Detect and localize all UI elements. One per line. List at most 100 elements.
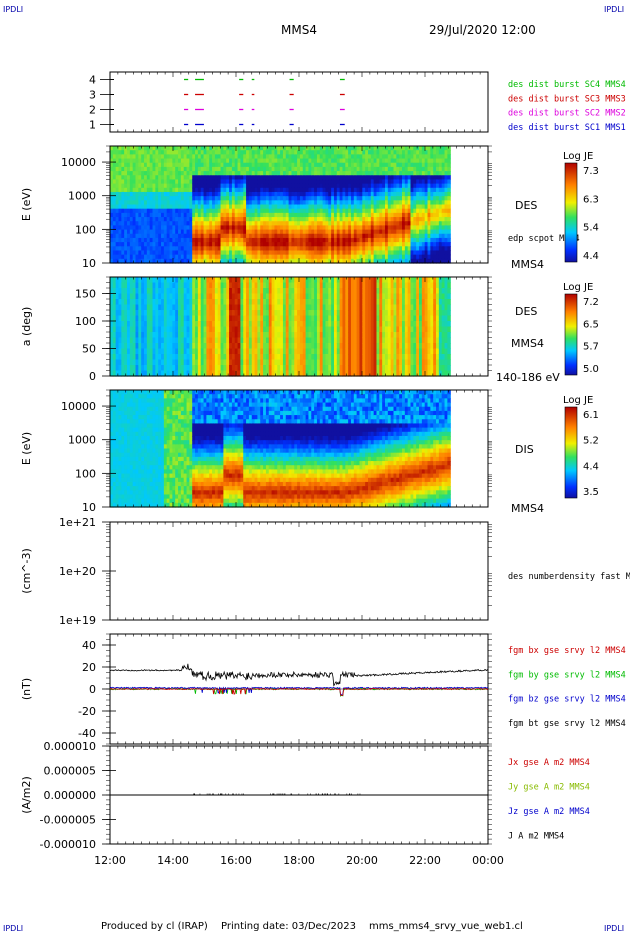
des-pitch-cell xyxy=(305,315,310,322)
des-energy-cell xyxy=(348,217,352,222)
des-pitch-cell xyxy=(146,354,151,361)
des-energy-cell xyxy=(231,150,236,155)
des-energy-cell xyxy=(353,187,358,193)
des-energy-cell xyxy=(229,258,233,264)
des-pitch-cell xyxy=(243,332,247,339)
des-energy-cell xyxy=(325,187,329,193)
des-energy-cell xyxy=(433,183,437,189)
des-energy-cell xyxy=(407,191,412,197)
des-energy-cell xyxy=(180,171,185,176)
des-energy-cell xyxy=(166,158,171,164)
des-energy-cell xyxy=(316,191,321,197)
des-energy-cell xyxy=(314,166,318,172)
des-energy-cell xyxy=(155,217,159,222)
des-energy-cell xyxy=(206,154,210,160)
des-pitch-cell xyxy=(166,337,171,344)
des-energy-cell xyxy=(421,258,426,264)
des-energy-cell xyxy=(297,154,301,160)
des-pitch-cell xyxy=(127,299,131,306)
des-pitch-cell xyxy=(302,315,307,322)
des-energy-cell xyxy=(370,146,375,151)
des-energy-cell xyxy=(277,191,281,197)
des-energy-cell xyxy=(121,204,125,210)
des-energy-cell xyxy=(214,183,219,189)
des-pitch-cell xyxy=(195,304,199,311)
des-energy-cell xyxy=(441,154,446,160)
des-pitch-cell xyxy=(294,326,298,333)
des-energy-cell xyxy=(274,146,278,151)
des-energy-cell xyxy=(404,242,409,247)
des-pitch-cell xyxy=(251,304,256,311)
des-energy-cell xyxy=(237,233,242,239)
des-pitch-cell xyxy=(311,293,315,300)
des-energy-cell xyxy=(268,233,273,239)
des-pitch-cell xyxy=(263,321,267,328)
des-energy-cell xyxy=(254,171,259,176)
des-energy-cell xyxy=(231,171,236,176)
des-energy-cell xyxy=(447,233,451,239)
des-pitch-cell xyxy=(129,343,134,350)
des-pitch-cell xyxy=(299,310,304,317)
des-energy-cell xyxy=(248,179,253,185)
des-energy-cell xyxy=(206,200,210,206)
des-energy-cell xyxy=(336,200,341,206)
des-energy-cell xyxy=(166,221,171,226)
des-energy-cell xyxy=(246,191,250,197)
des-energy-cell xyxy=(282,166,287,172)
des-energy-cell xyxy=(209,204,213,210)
des-energy-cell xyxy=(379,154,383,160)
des-pitch-cell xyxy=(121,315,125,322)
des-pitch-cell xyxy=(308,293,312,300)
des-energy-cell xyxy=(178,196,182,201)
des-energy-cell xyxy=(311,175,315,181)
des-pitch-cell xyxy=(229,288,233,295)
des-energy-cell xyxy=(433,191,437,197)
des-energy-cell xyxy=(166,183,171,189)
des-energy-cell xyxy=(441,179,446,185)
des-energy-cell xyxy=(441,221,446,226)
des-pitch-cell xyxy=(302,370,307,377)
des-energy-cell xyxy=(243,187,247,193)
des-pitch-cell xyxy=(183,299,188,306)
des-pitch-cell xyxy=(305,326,310,333)
des-energy-cell xyxy=(299,146,304,151)
des-energy-cell xyxy=(305,187,310,193)
des-pitch-cell xyxy=(302,293,307,300)
des-energy-cell xyxy=(348,233,352,239)
des-energy-cell xyxy=(246,175,250,181)
des-energy-cell xyxy=(195,200,199,206)
des-energy-cell xyxy=(387,208,392,214)
des-pitch-cell xyxy=(308,343,312,350)
des-pitch-cell xyxy=(132,359,137,366)
des-pitch-cell xyxy=(152,337,156,344)
des-energy-cell xyxy=(399,162,403,168)
des-energy-cell xyxy=(166,191,171,197)
des-energy-cell xyxy=(311,196,315,201)
des-energy-cell xyxy=(314,158,318,164)
des-energy-cell xyxy=(203,191,207,197)
des-pitch-cell xyxy=(189,326,193,333)
des-pitch-cell xyxy=(260,343,264,350)
des-pitch-cell xyxy=(124,315,128,322)
des-energy-cell xyxy=(288,254,293,260)
des-energy-cell xyxy=(444,212,448,218)
des-energy-cell xyxy=(288,146,293,151)
des-pitch-cell xyxy=(217,310,222,317)
des-pitch-cell xyxy=(243,310,247,317)
des-energy-cell xyxy=(350,171,355,176)
des-energy-cell xyxy=(192,229,196,235)
des-pitch-cell xyxy=(155,359,159,366)
des-pitch-cell xyxy=(127,304,131,311)
des-pitch-cell xyxy=(138,370,142,377)
des-energy-cell xyxy=(268,154,273,160)
des-pitch-cell xyxy=(149,321,154,328)
des-energy-cell xyxy=(322,233,327,239)
des-pitch-cell xyxy=(231,370,236,377)
des-pitch-cell xyxy=(305,370,310,377)
des-energy-cell xyxy=(209,187,213,193)
des-energy-cell xyxy=(203,250,207,256)
des-energy-cell xyxy=(263,254,267,260)
des-energy-cell xyxy=(322,191,327,197)
des-energy-cell xyxy=(141,229,145,235)
des-energy-cell xyxy=(189,196,193,201)
